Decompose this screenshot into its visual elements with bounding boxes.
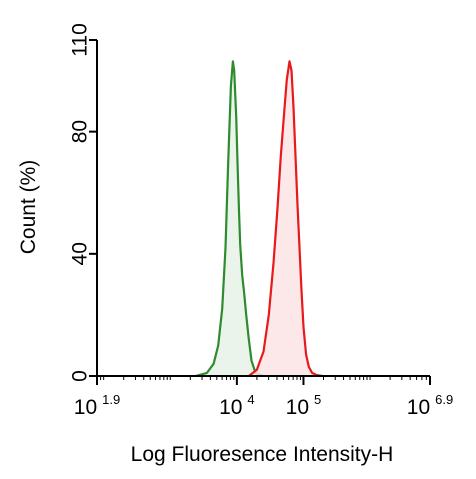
series-1-area	[195, 61, 264, 377]
y-tick-label: 80	[68, 120, 91, 143]
series-2-area	[248, 61, 323, 377]
y-tick-label: 40	[68, 242, 91, 265]
series-1-line	[195, 60, 264, 378]
y-tick-label: 110	[68, 23, 91, 56]
x-tick-label: 10 6.9	[407, 392, 453, 419]
y-axis-title: Count (%)	[17, 160, 40, 255]
series-2-line	[248, 60, 323, 378]
series-layer	[195, 60, 323, 378]
labels-layer: 0 40 80 110 10 1.9 10 4 10 5 10 6.9	[68, 23, 453, 419]
y-tick-label: 0	[68, 370, 91, 382]
x-tick-label: 10 5	[286, 392, 322, 419]
axes-layer	[89, 39, 431, 385]
x-axis-title: Log Fluoresence Intensity-H	[131, 443, 394, 466]
x-tick-label: 10 4	[219, 392, 255, 419]
x-tick-label: 10 1.9	[74, 392, 120, 419]
